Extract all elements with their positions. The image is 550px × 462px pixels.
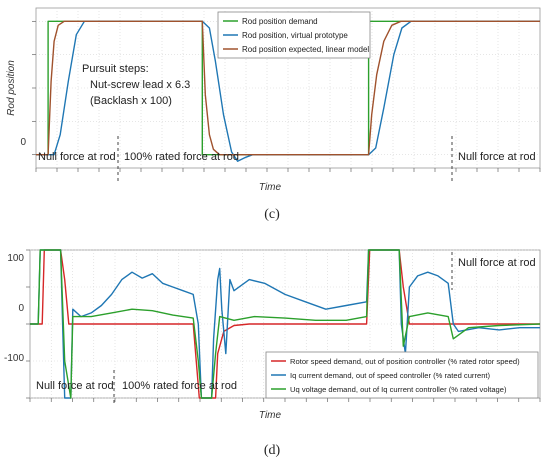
panel-d-legend: Rotor speed demand, out of position cont… bbox=[265, 351, 539, 399]
panel-c-y-tick-label: 0 bbox=[20, 137, 26, 148]
panel-c-region-label-1: Null force at rod bbox=[38, 151, 116, 163]
panel-d-region-label-2: 100% rated force at rod bbox=[122, 380, 237, 392]
panel-d-legend-label-uq: Uq voltage demand, out of Iq current con… bbox=[290, 385, 507, 394]
panel-c: Rod position 0 Pursuit steps: Nut-screw … bbox=[6, 7, 541, 222]
panel-c-annotation-line2: Nut-screw lead x 6.3 bbox=[90, 79, 190, 91]
panel-d-y-tick-label-0: 0 bbox=[18, 303, 24, 314]
panel-c-y-axis-label: Rod position bbox=[6, 60, 17, 116]
panel-d-legend-box bbox=[265, 351, 539, 399]
panel-d-legend-label-rotor: Rotor speed demand, out of position cont… bbox=[290, 357, 520, 366]
panel-d-legend-label-iq: Iq current demand, out of speed controll… bbox=[290, 371, 491, 380]
series-line-uq bbox=[30, 249, 541, 399]
panel-c-region-label-2: 100% rated force at rod bbox=[124, 151, 239, 163]
series-line-virtual bbox=[36, 20, 540, 162]
panel-d-ticks bbox=[26, 249, 541, 402]
series-line-iq bbox=[30, 249, 540, 399]
panel-c-ticks bbox=[32, 20, 541, 172]
series-line-linear bbox=[36, 20, 540, 156]
panel-d-y-tick-label-100: 100 bbox=[7, 253, 24, 264]
panel-c-label: (c) bbox=[264, 207, 280, 222]
panel-d-region-label-3: Null force at rod bbox=[458, 257, 536, 269]
panel-c-region-label-3: Null force at rod bbox=[458, 151, 536, 163]
panel-c-annotation-line3: (Backlash x 100) bbox=[90, 95, 172, 107]
panel-c-legend-box bbox=[217, 11, 371, 59]
panel-c-x-axis-label: Time bbox=[259, 182, 282, 193]
panel-d-region-label-1: Null force at rod bbox=[36, 380, 114, 392]
panel-c-legend-label-demand: Rod position demand bbox=[242, 17, 318, 26]
panel-d-x-axis-label: Time bbox=[259, 410, 282, 421]
panel-d-label: (d) bbox=[264, 443, 281, 458]
panel-d: 100 0 -100 Null force at rod 100% rated … bbox=[4, 249, 541, 458]
panel-d-series bbox=[30, 249, 541, 399]
panel-c-legend-label-virtual: Rod position, virtual prototype bbox=[242, 31, 348, 40]
panel-c-annotation-line1: Pursuit steps: bbox=[82, 63, 149, 75]
panel-c-legend: Rod position demand Rod position, virtua… bbox=[217, 11, 371, 59]
panel-d-y-tick-label-minus100: -100 bbox=[4, 353, 24, 364]
panel-c-legend-label-linear: Rod position expected, linear model bbox=[242, 45, 369, 54]
